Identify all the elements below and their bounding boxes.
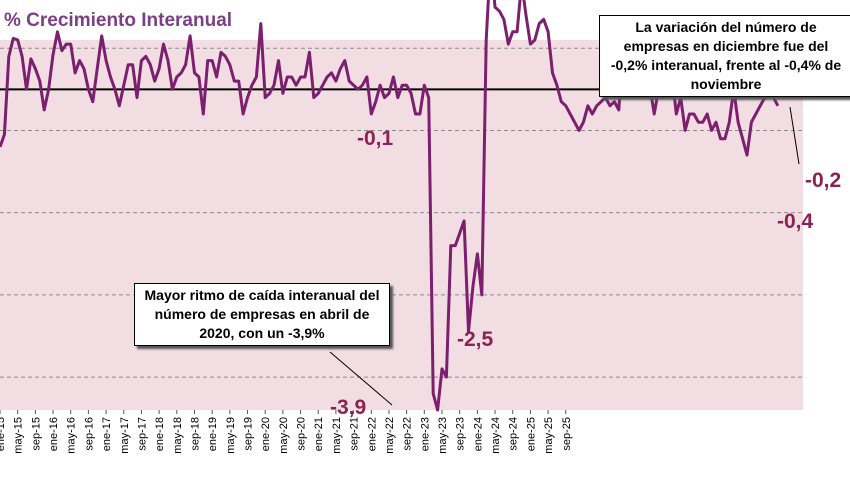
x-tick-label: ene-25	[525, 417, 537, 451]
x-tick-label: sep-15	[30, 417, 42, 451]
x-tick-label: sep-22	[402, 417, 414, 451]
december-callout: La variación del número de empresas en d…	[599, 15, 850, 97]
data-label-recovery: -2,5	[457, 328, 494, 351]
x-tick-label: ene-24	[472, 417, 484, 451]
x-tick-label: ene-22	[366, 417, 378, 451]
x-tick-label: sep-18	[189, 417, 201, 451]
x-tick-label: ene-23	[419, 417, 431, 451]
x-tick-label: may-17	[119, 417, 131, 454]
callout-top-leader	[789, 106, 800, 165]
x-tick-label: ene-17	[101, 417, 113, 451]
gridlines	[0, 47, 803, 378]
data-label-min: -3,9	[330, 396, 367, 419]
x-tick-label: ene-19	[207, 417, 219, 451]
x-tick-label: sep-20	[296, 417, 308, 451]
x-tick-label: may-16	[66, 417, 78, 454]
x-tick-label: ene-16	[48, 417, 60, 451]
x-tick-label: sep-25	[561, 417, 573, 451]
x-tick-label: may-18	[172, 417, 184, 454]
x-tick-label: may-21	[331, 417, 343, 454]
x-tick-label: sep-23	[455, 417, 467, 451]
x-tick-label: may-23	[437, 417, 449, 454]
x-tick-label: ene-18	[154, 417, 166, 451]
x-axis-ticks: ene-15 may-15 sep-15 ene-16 may-16 sep-16 ene-…	[0, 410, 573, 454]
callout-bottom-leader	[329, 351, 393, 406]
chart-title: % Crecimiento Interanual	[4, 10, 233, 31]
x-tick-label: may-20	[278, 417, 290, 454]
data-label-nov: -0,4	[777, 210, 814, 233]
x-tick-label: ene-15	[0, 417, 7, 451]
x-tick-label: sep-19	[243, 417, 255, 451]
x-tick-label: may-24	[490, 417, 502, 454]
data-label-dec: -0,2	[805, 169, 842, 192]
x-tick-label: sep-17	[136, 417, 148, 451]
x-tick-label: ene-21	[313, 417, 325, 451]
x-tick-label: sep-24	[508, 417, 520, 451]
data-label-jan20: -0,1	[357, 127, 394, 150]
april-2020-callout: Mayor ritmo de caída interanual del núme…	[134, 283, 390, 346]
x-tick-label: may-15	[13, 417, 25, 454]
x-tick-label: sep-21	[349, 417, 361, 451]
x-tick-label: may-25	[543, 417, 555, 454]
x-tick-label: ene-20	[260, 417, 272, 451]
x-tick-label: may-22	[384, 417, 396, 454]
x-tick-label: sep-16	[83, 417, 95, 451]
plot-area	[0, 40, 803, 410]
x-tick-label: may-19	[225, 417, 237, 454]
